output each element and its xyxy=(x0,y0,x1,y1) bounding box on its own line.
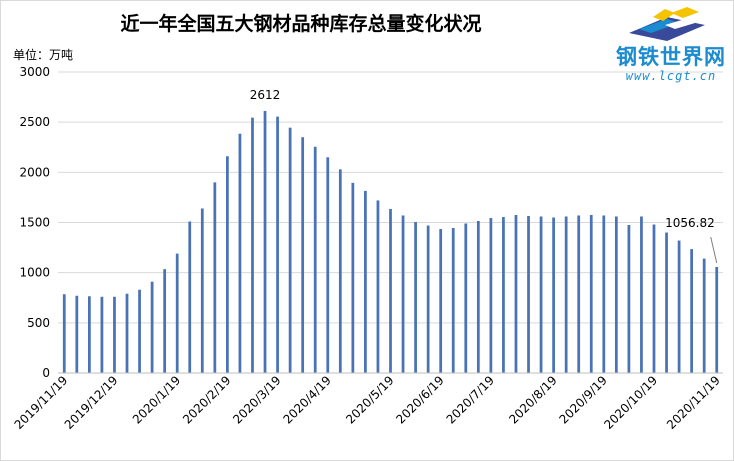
bar xyxy=(476,220,480,373)
bar xyxy=(627,225,631,373)
bar xyxy=(652,224,656,373)
bar xyxy=(414,221,417,373)
bar xyxy=(238,133,242,373)
unit-label: 单位：万吨 xyxy=(13,48,74,62)
x-tick-label: 2020/2/19 xyxy=(180,373,233,426)
bar xyxy=(150,281,154,373)
bar xyxy=(502,216,505,373)
bar xyxy=(552,217,555,373)
logo-url: www.lcgt.cn xyxy=(625,69,717,83)
bar xyxy=(715,266,719,373)
bar xyxy=(389,208,392,373)
bar xyxy=(263,110,267,374)
x-tick-label: 2020/8/19 xyxy=(506,373,559,426)
y-tick-label: 3000 xyxy=(19,65,50,79)
bar xyxy=(288,127,292,373)
bar xyxy=(677,240,681,373)
bar xyxy=(213,182,217,373)
bar xyxy=(690,249,694,373)
x-tick-label: 2020/11/19 xyxy=(664,373,723,432)
bar xyxy=(138,289,141,373)
bar xyxy=(539,216,543,373)
bar xyxy=(226,156,229,373)
bar xyxy=(665,232,668,373)
bar xyxy=(426,225,430,373)
data-label-leader xyxy=(710,236,718,264)
x-tick-label: 2020/7/19 xyxy=(444,373,497,426)
bar xyxy=(364,190,367,373)
bar xyxy=(439,229,443,373)
bar xyxy=(602,215,606,373)
bar xyxy=(451,228,455,373)
logo: 钢铁世界网 www.lcgt.cn xyxy=(609,3,733,87)
bar xyxy=(464,223,468,373)
bar xyxy=(514,214,518,373)
data-label: 2612 xyxy=(250,88,281,102)
bar xyxy=(338,169,342,373)
x-tick-label: 2020/5/19 xyxy=(343,373,396,426)
bar xyxy=(401,215,405,373)
bar xyxy=(62,294,66,373)
x-tick-label: 2019/12/19 xyxy=(62,373,121,432)
x-tick-label: 2020/3/19 xyxy=(230,373,283,426)
y-tick-label: 1500 xyxy=(19,216,50,230)
y-tick-label: 0 xyxy=(42,366,50,380)
y-tick-label: 2500 xyxy=(19,115,50,129)
bar xyxy=(640,216,643,373)
bar xyxy=(200,208,204,373)
bar xyxy=(75,295,79,373)
bar xyxy=(251,117,254,373)
y-tick-label: 1000 xyxy=(19,266,50,280)
bar xyxy=(326,157,330,373)
x-tick-label: 2020/1/19 xyxy=(130,373,183,426)
bar xyxy=(351,182,355,373)
x-tick-label: 2020/4/19 xyxy=(280,373,333,426)
bar xyxy=(589,214,593,373)
bar xyxy=(301,137,305,373)
chart-title: 近一年全国五大钢材品种库存总量变化状况 xyxy=(120,13,482,35)
y-tick-label: 2000 xyxy=(19,165,50,179)
bar xyxy=(163,269,167,373)
bar xyxy=(276,116,279,374)
x-tick-label: 2020/6/19 xyxy=(393,373,446,426)
logo-name: 钢铁世界网 xyxy=(616,45,726,69)
bar xyxy=(175,253,179,373)
bar xyxy=(87,296,91,373)
bar xyxy=(376,200,380,373)
bar xyxy=(577,215,581,373)
data-label: 1056.82 xyxy=(665,216,715,230)
bar xyxy=(125,293,129,373)
bar xyxy=(614,216,618,373)
x-tick-label: 2020/10/19 xyxy=(601,373,660,432)
bar xyxy=(188,221,192,373)
bar xyxy=(702,258,706,373)
bar xyxy=(527,215,530,373)
bar xyxy=(113,296,116,373)
logo-mark-icon xyxy=(629,7,705,41)
bar xyxy=(100,296,104,373)
y-tick-label: 500 xyxy=(27,316,50,330)
bar xyxy=(564,216,568,373)
bar xyxy=(313,146,317,373)
bar xyxy=(489,217,493,373)
x-tick-label: 2020/9/19 xyxy=(557,373,610,426)
